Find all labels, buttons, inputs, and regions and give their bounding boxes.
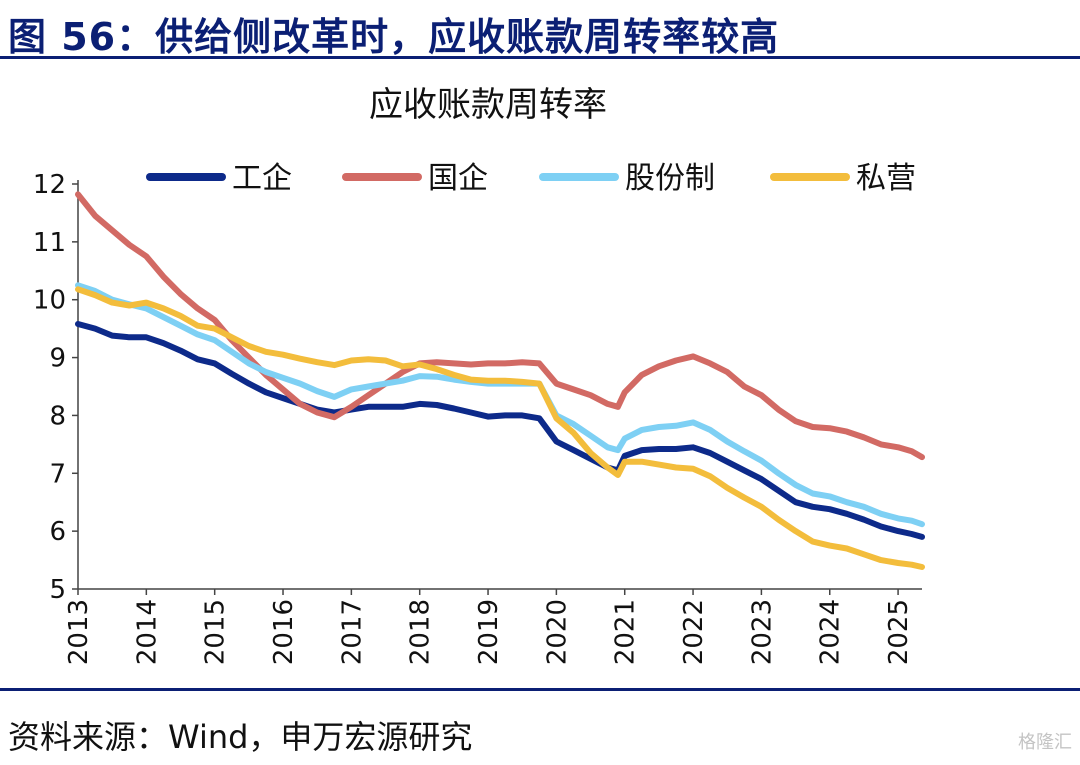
y-tick-label: 9 bbox=[49, 344, 66, 374]
watermark: 格隆汇 bbox=[1018, 732, 1072, 753]
title-divider bbox=[0, 56, 1080, 59]
y-tick-label: 11 bbox=[33, 228, 66, 258]
y-tick-label: 5 bbox=[49, 575, 66, 605]
x-tick-label: 2022 bbox=[679, 599, 709, 665]
series-line bbox=[75, 321, 925, 540]
series-line bbox=[75, 282, 925, 528]
y-tick-label: 6 bbox=[49, 517, 66, 547]
x-tick-label: 2024 bbox=[816, 599, 846, 665]
x-tick-label: 2016 bbox=[269, 599, 299, 665]
x-tick-label: 2013 bbox=[64, 599, 94, 665]
legend-label: 国企 bbox=[428, 161, 488, 196]
legend-label: 私营 bbox=[856, 161, 916, 196]
x-tick-label: 2018 bbox=[406, 599, 436, 665]
x-tick-label: 2017 bbox=[337, 599, 367, 665]
source-note: 资料来源：Wind，申万宏源研究 bbox=[8, 718, 473, 756]
x-tick-label: 2015 bbox=[201, 599, 231, 665]
x-tick-label: 2020 bbox=[542, 599, 572, 665]
line-chart: 应收账款周转率 工企 国企 股份制 私营 5 6 7 8 9 10 11 12 2013 2014 201… bbox=[33, 85, 925, 665]
legend-label: 工企 bbox=[232, 161, 292, 196]
chart-legend: 工企 国企 股份制 私营 bbox=[146, 161, 916, 196]
x-tick-label: 2025 bbox=[884, 599, 914, 665]
y-tick-label: 7 bbox=[49, 459, 66, 489]
x-tick-label: 2014 bbox=[132, 599, 162, 665]
y-tick-label: 10 bbox=[33, 286, 66, 316]
chart-series bbox=[75, 191, 925, 570]
x-tick-label: 2019 bbox=[474, 599, 504, 665]
x-tick-label: 2021 bbox=[611, 599, 641, 665]
figure-title: 图 56：供给侧改革时，应收账款周转率较高 bbox=[8, 15, 780, 59]
y-tick-label: 8 bbox=[49, 401, 66, 431]
series-line bbox=[75, 286, 925, 570]
chart-title: 应收账款周转率 bbox=[369, 85, 607, 125]
source-divider bbox=[0, 688, 1080, 691]
x-tick-label: 2023 bbox=[747, 599, 777, 665]
y-tick-label: 12 bbox=[33, 170, 66, 200]
chart-axes: 5 6 7 8 9 10 11 12 2013 2014 2015 2016 2017 2018 2019 2… bbox=[33, 170, 922, 665]
legend-label: 股份制 bbox=[625, 161, 715, 196]
